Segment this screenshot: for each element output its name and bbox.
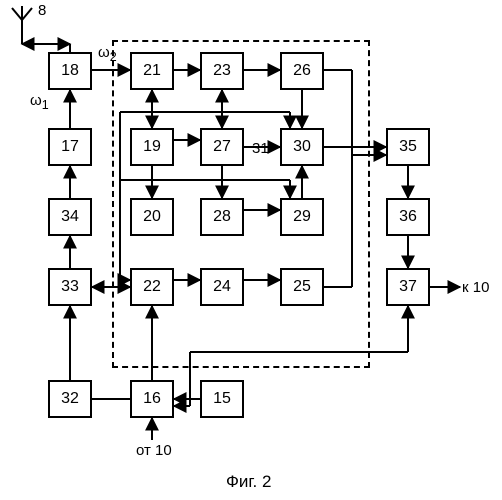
ext-bottom-label: от 10 — [136, 442, 172, 459]
block-16: 16 — [130, 380, 174, 418]
block-28: 28 — [200, 198, 244, 236]
omega2-label: ω2 — [98, 44, 117, 64]
block-27: 27 — [200, 128, 244, 166]
block-35: 35 — [386, 128, 430, 166]
block-33: 33 — [48, 268, 92, 306]
block-18: 18 — [48, 52, 92, 90]
figure-caption: Фиг. 2 — [226, 472, 271, 492]
antenna-label: 8 — [38, 2, 46, 19]
block-17: 17 — [48, 128, 92, 166]
block-25: 25 — [280, 268, 324, 306]
block-19: 19 — [130, 128, 174, 166]
block-34: 34 — [48, 198, 92, 236]
block-30: 30 — [280, 128, 324, 166]
block-22: 22 — [130, 268, 174, 306]
block-23: 23 — [200, 52, 244, 90]
block-29: 29 — [280, 198, 324, 236]
block-24: 24 — [200, 268, 244, 306]
block-21: 21 — [130, 52, 174, 90]
block-15: 15 — [200, 380, 244, 418]
block-36: 36 — [386, 198, 430, 236]
label-31: 31 — [252, 140, 269, 157]
block-26: 26 — [280, 52, 324, 90]
antenna-icon — [12, 6, 32, 44]
block-37: 37 — [386, 268, 430, 306]
block-32: 32 — [48, 380, 92, 418]
omega1-label: ω1 — [30, 92, 49, 112]
ext-right-label: к 10 — [462, 279, 489, 296]
block-20: 20 — [130, 198, 174, 236]
